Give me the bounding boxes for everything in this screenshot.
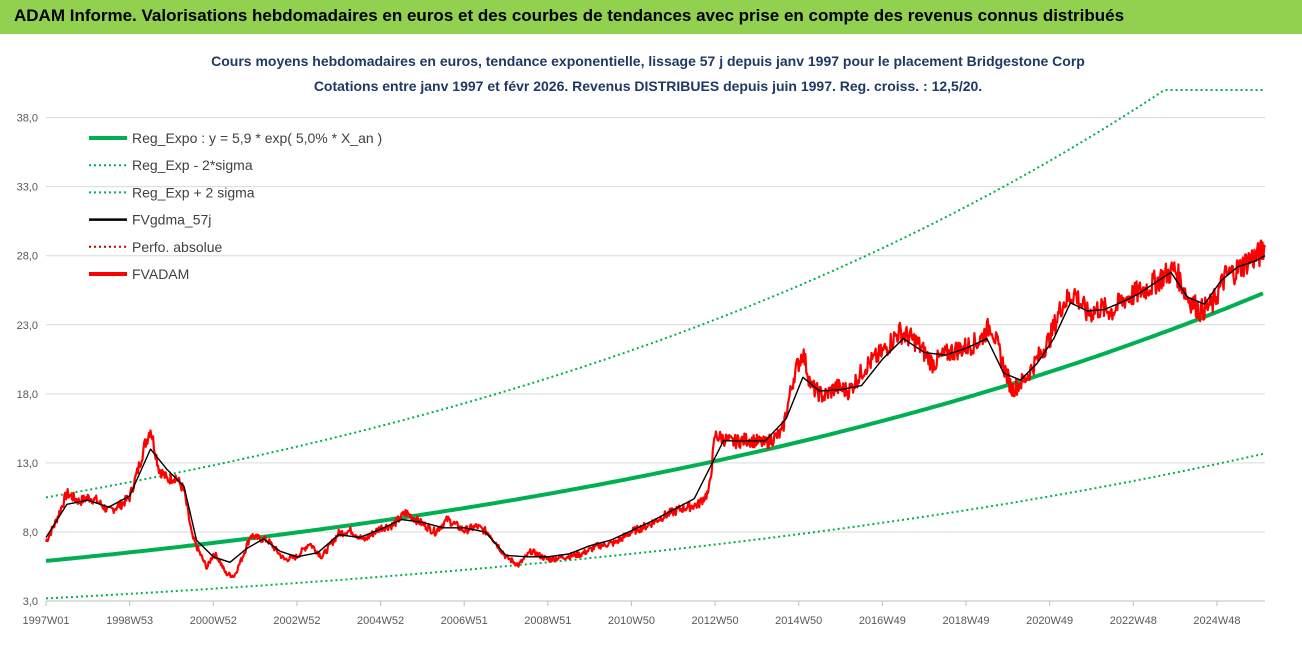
- x-tick-label: 1998W53: [106, 615, 153, 627]
- x-tick-label: 1997W01: [22, 615, 69, 627]
- y-tick-label: 38,0: [17, 113, 38, 125]
- y-tick-label: 3,0: [23, 596, 38, 608]
- series-group: [44, 89, 1267, 600]
- x-tick-label: 2000W52: [190, 615, 237, 627]
- x-tick-label: 2012W50: [692, 615, 739, 627]
- x-tick-label: 2024W48: [1193, 615, 1240, 627]
- y-tick-label: 33,0: [17, 182, 38, 194]
- series-reg-exp-minus-2sigma: [45, 452, 1264, 600]
- y-tick-label: 23,0: [17, 320, 38, 332]
- series-fvgdma-57j: [45, 255, 1266, 563]
- x-tick-label: 2020W49: [1026, 615, 1073, 627]
- chart-title-line-1: Cours moyens hebdomadaires en euros, ten…: [211, 53, 1085, 69]
- series-reg-exp-plus-2sigma: [45, 89, 1263, 499]
- legend-label: Reg_Expo : y = 5,9 * exp( 5,0% * X_an ): [132, 130, 382, 146]
- y-tick-label: 28,0: [17, 251, 38, 263]
- legend-label: Reg_Exp + 2 sigma: [132, 184, 255, 200]
- x-tick-label: 2022W48: [1110, 615, 1157, 627]
- y-tick-label: 13,0: [17, 458, 38, 470]
- legend-label: FVgdma_57j: [132, 212, 211, 228]
- y-axis: 3,0 8,0 13,0 18,0 23,0 28,0 33,0 38,0: [17, 113, 38, 608]
- legend: Reg_Expo : y = 5,9 * exp( 5,0% * X_an ) R…: [89, 130, 382, 282]
- chart-title-line-2: Cotations entre janv 1997 et févr 2026. …: [314, 78, 982, 94]
- x-tick-label: 2008W51: [524, 615, 571, 627]
- report-title: ADAM Informe. Valorisations hebdomadaire…: [14, 6, 1125, 25]
- x-tick-label: 2006W51: [441, 615, 488, 627]
- x-tick-label: 2002W52: [273, 615, 320, 627]
- report-banner: ADAM Informe. Valorisations hebdomadaire…: [0, 0, 1302, 34]
- x-tick-label: 2014W50: [775, 615, 822, 627]
- chart-area: Cours moyens hebdomadaires en euros, ten…: [0, 34, 1302, 653]
- x-tick-label: 2016W49: [859, 615, 906, 627]
- legend-label: Perfo. absolue: [132, 239, 222, 255]
- y-tick-label: 18,0: [17, 389, 38, 401]
- x-tick-label: 2004W52: [357, 615, 404, 627]
- legend-label: FVADAM: [132, 266, 189, 282]
- y-tick-label: 8,0: [23, 527, 38, 539]
- x-axis: 1997W01 1998W53 2000W52 2002W52 2004W52 2006W…: [22, 600, 1265, 627]
- legend-label: Reg_Exp - 2*sigma: [132, 157, 253, 173]
- x-tick-label: 2018W49: [942, 615, 989, 627]
- x-tick-label: 2010W50: [608, 615, 655, 627]
